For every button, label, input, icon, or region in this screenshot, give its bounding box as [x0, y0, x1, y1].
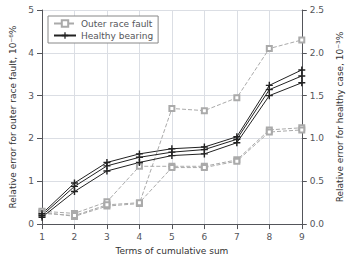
svg-text:3: 3 [104, 232, 110, 242]
svg-text:0.0: 0.0 [310, 219, 325, 229]
svg-text:Terms of cumulative sum: Terms of cumulative sum [114, 246, 228, 256]
svg-text:6: 6 [201, 232, 207, 242]
svg-text:5: 5 [28, 5, 34, 15]
svg-text:1: 1 [28, 176, 34, 186]
svg-text:7: 7 [234, 232, 240, 242]
svg-text:2: 2 [28, 133, 34, 143]
svg-text:9: 9 [299, 232, 305, 242]
svg-text:8: 8 [266, 232, 272, 242]
svg-text:2.5: 2.5 [310, 5, 324, 15]
svg-text:1.0: 1.0 [310, 133, 325, 143]
svg-text:Relative error for healthy cas: Relative error for healthy case, 10⁻³% [335, 31, 345, 202]
svg-text:0: 0 [28, 219, 34, 229]
svg-text:5: 5 [169, 232, 175, 242]
svg-text:4: 4 [28, 48, 34, 58]
svg-text:1: 1 [39, 232, 45, 242]
svg-text:4: 4 [137, 232, 143, 242]
svg-text:1.5: 1.5 [310, 91, 324, 101]
svg-text:Healthy bearing: Healthy bearing [81, 31, 153, 41]
svg-text:0.5: 0.5 [310, 176, 324, 186]
svg-text:2: 2 [72, 232, 78, 242]
svg-text:Outer race fault: Outer race fault [81, 19, 153, 29]
svg-text:Relative error for outer race: Relative error for outer race fault, 10⁻… [8, 25, 18, 208]
svg-text:3: 3 [28, 91, 34, 101]
svg-text:2.0: 2.0 [310, 48, 325, 58]
